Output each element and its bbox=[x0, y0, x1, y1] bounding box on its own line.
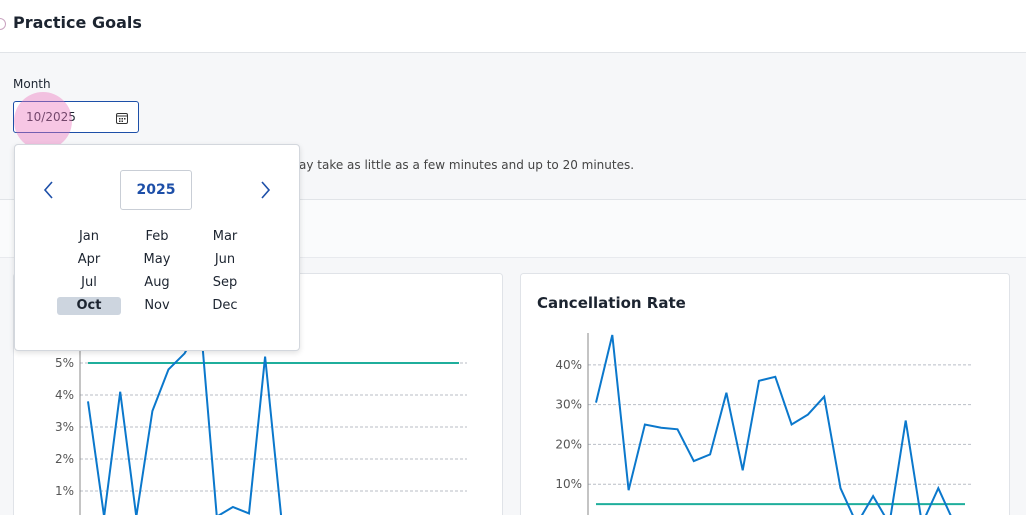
prev-year[interactable] bbox=[43, 181, 55, 199]
page-title: Practice Goals bbox=[13, 13, 142, 32]
calendar-icon[interactable] bbox=[116, 112, 128, 124]
y-tick-label: 3% bbox=[55, 420, 74, 434]
header: Practice Goals bbox=[0, 0, 1026, 53]
month-option[interactable]: Oct bbox=[57, 297, 121, 315]
y-tick-label: 5% bbox=[55, 356, 74, 370]
next-year[interactable] bbox=[259, 181, 271, 199]
chart-title: Cancellation Rate bbox=[537, 294, 686, 312]
month-option[interactable]: Apr bbox=[77, 252, 101, 267]
month-option[interactable]: Nov bbox=[144, 298, 170, 313]
month-option[interactable]: Dec bbox=[212, 298, 238, 313]
month-popup: 2025 Jan Feb Mar Apr May Jun Jul Aug Sep Oct Nov De… bbox=[14, 144, 300, 351]
data-line bbox=[87, 321, 283, 515]
month-option[interactable]: Sep bbox=[212, 275, 238, 290]
month-option[interactable]: Jul bbox=[81, 275, 97, 290]
chart-card bbox=[520, 273, 1010, 515]
month-option[interactable]: May bbox=[143, 252, 171, 267]
month-option[interactable]: Feb bbox=[145, 229, 169, 244]
y-tick-label: 20% bbox=[555, 437, 582, 451]
y-tick-label: 40% bbox=[555, 358, 582, 372]
data-line bbox=[595, 334, 952, 515]
month-value: 10/2025 bbox=[26, 110, 76, 124]
y-tick-label: 4% bbox=[55, 388, 74, 402]
month-option[interactable]: Aug bbox=[144, 275, 170, 290]
y-tick-label: 30% bbox=[555, 398, 582, 412]
touch-indicator bbox=[14, 92, 72, 150]
year[interactable]: 2025 bbox=[120, 170, 192, 210]
month-input[interactable]: 10/2025 bbox=[13, 101, 139, 133]
y-tick-label: 1% bbox=[55, 484, 74, 498]
y-tick-label: 2% bbox=[55, 452, 74, 466]
month-option[interactable]: Jan bbox=[78, 229, 100, 244]
month-option[interactable]: Jun bbox=[214, 252, 236, 267]
notice-text: ay take as little as a few minutes and u… bbox=[299, 158, 635, 172]
month-label: Month bbox=[13, 77, 51, 91]
month-option[interactable]: Mar bbox=[212, 229, 238, 244]
y-tick-label: 10% bbox=[555, 477, 582, 491]
